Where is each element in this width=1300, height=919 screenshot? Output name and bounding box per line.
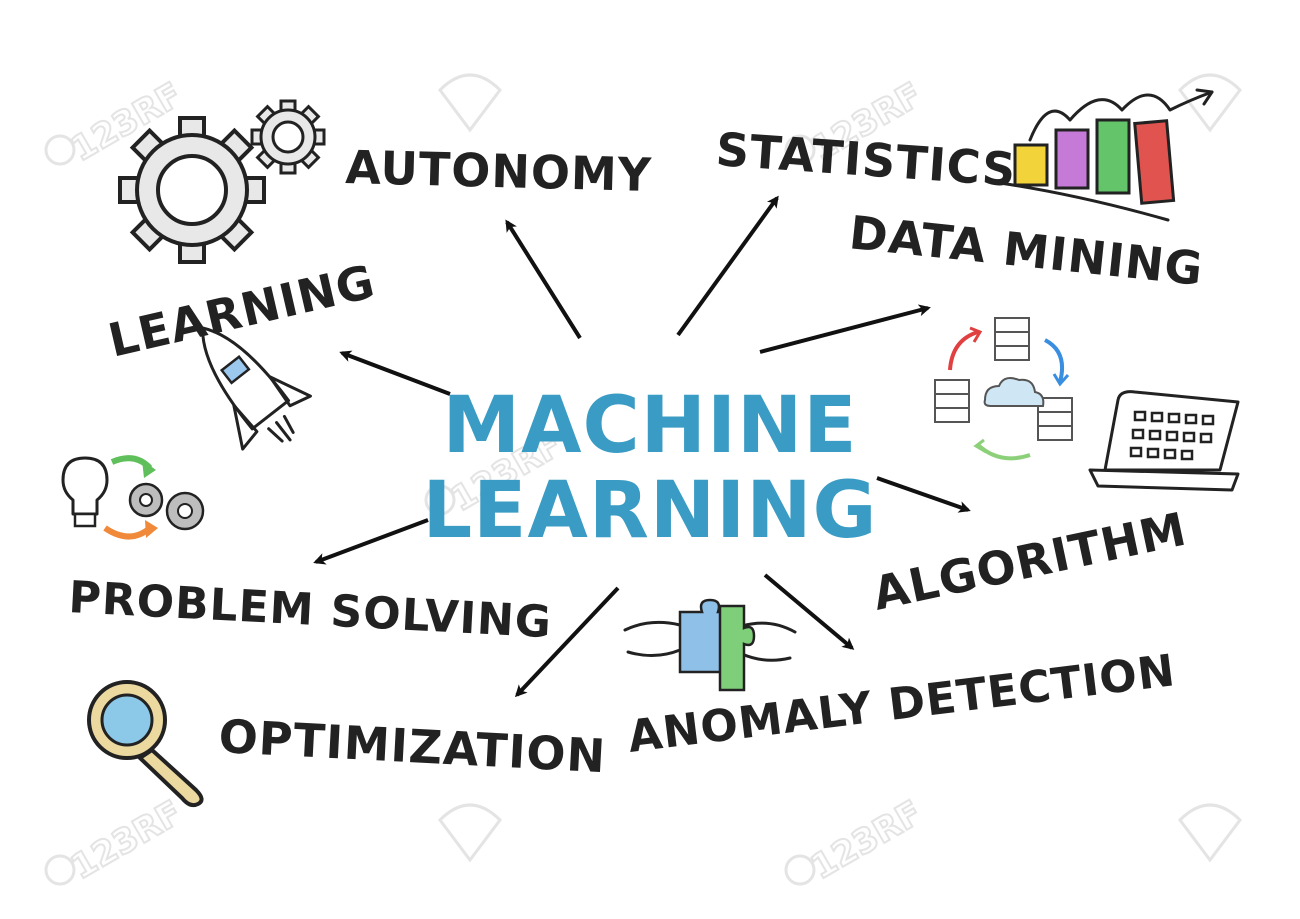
rocket-icon (201, 326, 312, 451)
bar-chart-icon (998, 88, 1214, 222)
watermark-badge (1178, 803, 1242, 863)
label-autonomy: AUTONOMY (345, 140, 653, 202)
idea-process-icon (61, 455, 205, 540)
label-data-mining: DATA MINING (847, 205, 1206, 296)
arrow-to-optimization (514, 586, 620, 698)
server-network-icon (934, 317, 1073, 461)
watermark-badge (438, 73, 502, 133)
watermark-logo: 123RF (44, 792, 190, 889)
center-title-line1: MACHINE (442, 381, 857, 471)
arrow-to-data-mining (759, 304, 931, 354)
arrow-to-problem-solving (313, 518, 429, 565)
laptop-icon (1088, 390, 1240, 492)
label-optimization: OPTIMIZATION (217, 709, 607, 783)
arrow-to-anomaly-detection (763, 573, 855, 650)
watermark-badge (1178, 73, 1242, 133)
puzzle-hands-icon (623, 598, 797, 692)
magnifier-icon (87, 680, 204, 808)
gear-icon (118, 99, 326, 264)
label-algorithm: ALGORITHM (868, 502, 1191, 621)
arrow-to-statistics (676, 195, 779, 337)
arrow-to-algorithm (876, 476, 971, 513)
svg-text:123RF: 123RF (65, 793, 189, 888)
center-title-line2: LEARNING (422, 466, 877, 556)
watermark-logo: 123RF (784, 792, 930, 889)
label-problem-solving: PROBLEM SOLVING (67, 572, 553, 648)
svg-text:123RF: 123RF (805, 793, 929, 888)
arrows (313, 195, 971, 698)
arrow-to-learning (339, 350, 451, 396)
watermark-badge (438, 803, 502, 863)
label-statistics: STATISTICS (714, 122, 1018, 197)
arrow-to-autonomy (505, 219, 582, 340)
